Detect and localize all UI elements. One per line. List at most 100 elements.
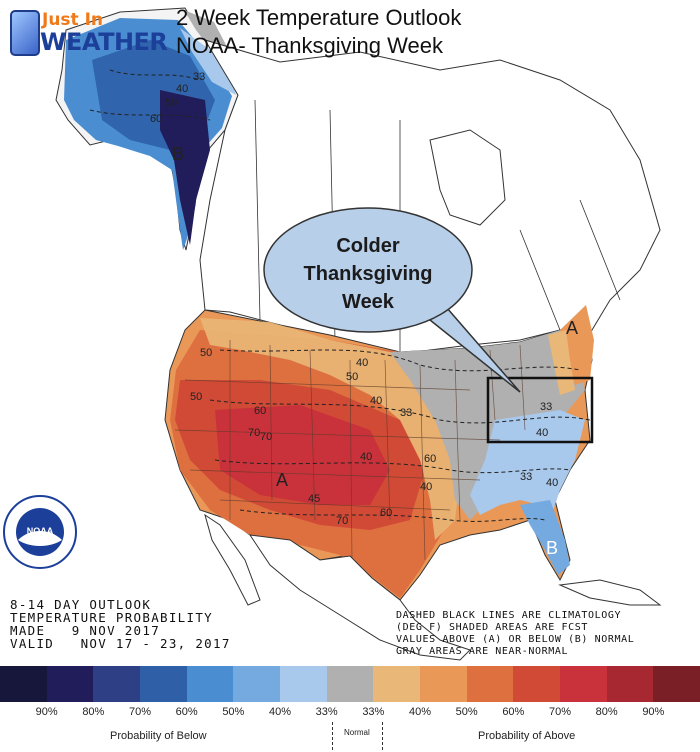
us-tan-band	[200, 318, 460, 540]
legend-label: 80%	[82, 706, 105, 718]
map-label: 60	[424, 453, 436, 465]
legend-swatch	[186, 666, 234, 702]
legend-divider-left	[332, 722, 333, 750]
baja	[204, 513, 261, 606]
us-above-70	[215, 405, 390, 505]
map-label: 60	[380, 507, 392, 519]
map-label: 50	[165, 97, 177, 109]
map-label: 50	[346, 371, 358, 383]
us-florida-below	[520, 500, 570, 575]
legend-swatch	[513, 666, 561, 702]
clim-line: (DEG F) SHADED AREAS ARE FCST	[396, 622, 588, 633]
legend-label: 80%	[595, 706, 618, 718]
map-label: 50	[190, 391, 202, 403]
map-label: A	[276, 470, 288, 490]
outlook-line: 8-14 DAY OUTLOOK	[10, 597, 152, 612]
title-line-1: 2 Week Temperature Outlook	[176, 5, 462, 30]
legend-label: 60%	[175, 706, 198, 718]
legend-label: 40%	[268, 706, 292, 718]
map-label: A	[566, 318, 578, 338]
noaa-seal-label: NOAA	[27, 526, 54, 536]
map-label: 60	[150, 113, 162, 125]
map-value-labels: 33 40 50 60 B 50 40 50 60 70 70 60 50 40…	[150, 71, 578, 558]
us-southeast-below	[470, 410, 585, 520]
legend-swatch	[373, 666, 421, 702]
legend-swatch	[560, 666, 607, 702]
map-label: 70	[260, 431, 272, 443]
cuba	[558, 579, 662, 606]
us-northeast-above	[560, 305, 594, 385]
legend-below-caption: Probability of Below	[110, 730, 207, 742]
map-label: 33	[193, 71, 205, 83]
logo-text-bottom: WEATHER	[40, 28, 168, 56]
map-label: 40	[546, 477, 558, 489]
climatology-note: DASHED BLACK LINES ARE CLIMATOLOGY (DEG F…	[396, 610, 634, 658]
clim-line: GRAY AREAS ARE NEAR-NORMAL	[396, 646, 569, 657]
legend-swatch	[653, 666, 700, 702]
state-lines	[174, 340, 526, 561]
map-label: 33	[540, 401, 552, 413]
legend-swatch	[606, 666, 654, 702]
map-label: 50	[200, 347, 212, 359]
legend-divider-right	[382, 722, 383, 750]
map-label: 70	[248, 427, 260, 439]
legend-swatch	[0, 666, 47, 702]
clim-line: VALUES ABOVE (A) OR BELOW (B) NORMAL	[396, 634, 635, 645]
legend-swatch	[326, 666, 374, 702]
legend-label: 60%	[502, 706, 525, 718]
map-label: 40	[536, 427, 548, 439]
legend-above-caption: Probability of Above	[478, 730, 576, 742]
legend-label: 50%	[222, 706, 245, 718]
legend-swatch	[420, 666, 467, 702]
hudson-bay	[429, 129, 506, 226]
map-label: 33	[400, 407, 412, 419]
climatology-lines	[89, 69, 591, 522]
legend-color-bar	[0, 666, 700, 702]
map-label: 70	[336, 515, 348, 527]
legend-label: 40%	[408, 706, 432, 718]
legend-swatch	[233, 666, 281, 702]
callout-line: Colder	[336, 235, 400, 257]
outlook-line: VALID NOV 17 - 23, 2017	[10, 636, 231, 651]
legend-labels: 90% 80% 70% 60% 50% 40% 33% 33% 40% 50% 60% 70% 80% 9…	[0, 706, 700, 722]
callout-bubble	[263, 207, 521, 393]
outlook-line: TEMPERATURE PROBABILITY	[10, 610, 213, 625]
map-label: B	[172, 144, 184, 164]
map-label: 40	[356, 357, 368, 369]
callout-line: Thanksgiving	[303, 263, 433, 285]
clim-line: DASHED BLACK LINES ARE CLIMATOLOGY	[396, 610, 622, 621]
highlight-box	[486, 376, 594, 444]
logo-text-top: Just In	[42, 10, 104, 30]
legend-swatch	[93, 666, 141, 702]
map-label: 45	[308, 493, 320, 505]
legend-label: 90%	[35, 706, 58, 718]
legend-label: 70%	[128, 706, 152, 718]
alaska-region	[55, 7, 239, 251]
phone-icon	[10, 10, 40, 56]
alaska-light	[180, 28, 236, 95]
title-line-2: NOAA- Thanksgiving Week	[176, 33, 443, 58]
callout-ellipse	[263, 207, 473, 333]
legend-label: 70%	[548, 706, 572, 718]
map-label: 40	[360, 451, 372, 463]
legend-swatch	[466, 666, 514, 702]
map-label: 33	[520, 471, 532, 483]
legend-swatch	[46, 666, 94, 702]
map-label: 40	[370, 395, 382, 407]
legend-swatch	[140, 666, 187, 702]
map-label: B	[546, 538, 558, 558]
map-label: 60	[254, 405, 266, 417]
outlook-line: MADE 9 NOV 2017	[10, 623, 161, 638]
just-in-weather-logo: Just In WEATHER	[10, 6, 175, 58]
map-label: 40	[176, 83, 188, 95]
callout-text: Colder Thanksgiving Week	[270, 232, 466, 316]
map-label: 40	[420, 481, 432, 493]
noaa-gull-icon	[18, 531, 62, 546]
legend-label: 33%	[315, 706, 338, 718]
legend-label: 90%	[642, 706, 665, 718]
mexico-land	[248, 534, 471, 661]
noaa-seal: NOAA	[3, 495, 77, 569]
callout-line: Week	[342, 291, 394, 313]
outlook-info: 8-14 DAY OUTLOOK TEMPERATURE PROBABILITY M…	[10, 598, 231, 650]
legend-swatch	[280, 666, 327, 702]
